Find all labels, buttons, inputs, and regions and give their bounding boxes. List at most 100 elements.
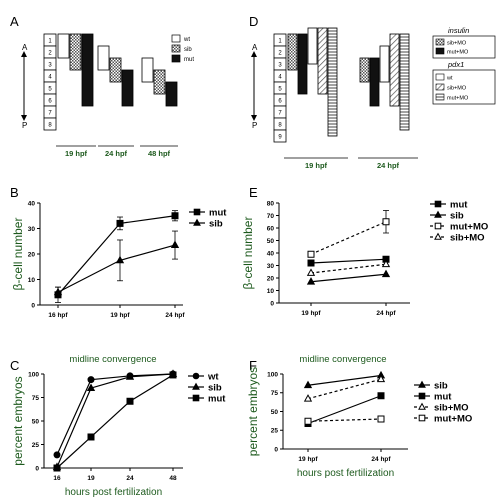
data-point [304, 417, 312, 425]
segment-number: 5 [48, 87, 52, 93]
legend-label: mut+MO [450, 222, 488, 233]
y-tick-label: 40 [267, 250, 275, 257]
posterior-label: P [252, 121, 257, 130]
data-point [53, 287, 63, 296]
data-point [116, 219, 124, 227]
x-tick-label: 19 hpf [298, 456, 318, 463]
x-tick-label: 19 hpf [301, 310, 321, 317]
legend-label: mut+MO [447, 50, 469, 56]
segment-bar-sib [153, 69, 166, 95]
segment-number: 8 [48, 123, 52, 129]
y-tick-label: 40 [28, 200, 36, 207]
time-label: 24 hpf [105, 149, 128, 158]
data-point [418, 392, 426, 400]
segment-bar-sib-MO [317, 27, 328, 95]
segment-number: 5 [278, 87, 282, 93]
segment-number: 1 [278, 39, 282, 45]
data-point [53, 464, 61, 472]
time-labels: 19 hpf 24 hpf [284, 157, 418, 170]
panel-a: A A P 1 2 3 4 5 6 7 8 19 hpf 24 hpf 48 hpf wt sib m… [10, 14, 194, 158]
y-axis-title: percent embryos [11, 376, 25, 465]
time-label: 48 hpf [148, 149, 171, 158]
series-line [56, 374, 174, 469]
y-tick-label: 30 [28, 226, 36, 233]
legend-swatch [435, 47, 445, 55]
y-tick-label: 50 [271, 409, 279, 416]
legend-swatch-mut [171, 54, 181, 63]
x-axis-title: hours post fertilization [297, 468, 394, 479]
legend-label: mut [450, 200, 468, 211]
legend-box [432, 69, 496, 105]
data-point [115, 255, 125, 264]
series-mut [53, 371, 177, 472]
data-point [303, 380, 313, 389]
y-tick-label: 25 [271, 428, 279, 435]
segment-number: 4 [48, 75, 52, 81]
legend-swatch-wt [171, 34, 181, 43]
data-point [169, 371, 177, 379]
series-mut [54, 210, 179, 303]
legend-box [432, 35, 496, 59]
data-point [434, 200, 442, 208]
time-labels: 19 hpf 24 hpf 48 hpf [56, 145, 178, 158]
time-label: 24 hpf [377, 161, 400, 170]
data-point [377, 392, 385, 400]
data-point [193, 218, 201, 226]
series-line [307, 378, 382, 400]
segment-number: 7 [278, 111, 282, 117]
segment-bar-mut [121, 69, 134, 107]
data-point [192, 372, 200, 380]
data-point [307, 250, 315, 258]
legend-label: sib+MO [434, 403, 469, 414]
data-point [306, 277, 316, 285]
series-sib [306, 269, 391, 285]
panel-letter-c: C [10, 358, 19, 373]
panel-c: C 0 25 50 75 100 16 19 24 48 percent embryos hours… [10, 354, 226, 498]
data-point [306, 268, 316, 276]
segment-number: 4 [278, 75, 282, 81]
series-line [307, 418, 382, 422]
segment-bar-mut-MO [327, 27, 338, 137]
y-tick-label: 10 [267, 288, 275, 295]
data-point [434, 210, 442, 218]
segment-number: 7 [48, 111, 52, 117]
y-tick-label: 20 [267, 275, 275, 282]
data-point [126, 397, 134, 405]
y-tick-label: 0 [274, 446, 278, 453]
data-point [192, 382, 200, 390]
segment-number: 6 [278, 99, 282, 105]
segment-bar-sib-MO [287, 33, 298, 71]
data-point [381, 269, 391, 278]
series-line [310, 273, 387, 283]
data-point [303, 394, 313, 402]
legend-title-pdx1: pdx1 [447, 60, 464, 69]
segment-bar-sib-MO [359, 57, 370, 83]
legend-label: mut+MO [434, 414, 472, 425]
data-point [171, 212, 179, 220]
legend-label: wt [446, 76, 453, 82]
series-line [307, 395, 382, 425]
x-tick-label: 24 hpf [165, 312, 185, 319]
segment-number: 9 [278, 135, 282, 141]
panel-b: B 0 10 20 30 40 16 hpf 19 hpf 24 hpf β-cell numb… [10, 185, 227, 319]
legend-label-mut: mut [184, 57, 194, 63]
legend-label-sib: sib [184, 47, 192, 53]
series-line [310, 221, 387, 255]
legend-label: mut [209, 208, 227, 219]
y-axis-title: β-cell number [241, 217, 255, 290]
series-mut-MO [304, 415, 385, 425]
x-tick-label: 16 [53, 475, 61, 482]
data-point [418, 380, 426, 388]
series-line [310, 258, 387, 264]
segment-bar-mut-MO [399, 33, 410, 131]
data-point [418, 414, 426, 422]
series-line [56, 373, 174, 468]
legend-label: mut+MO [447, 96, 469, 102]
y-tick-label: 100 [28, 371, 39, 378]
legend-label: sib [209, 219, 223, 230]
legend-label: sib [208, 383, 222, 394]
segment-bar-wt [141, 57, 154, 83]
series-sib-MO [306, 259, 391, 276]
data-point [86, 383, 96, 391]
